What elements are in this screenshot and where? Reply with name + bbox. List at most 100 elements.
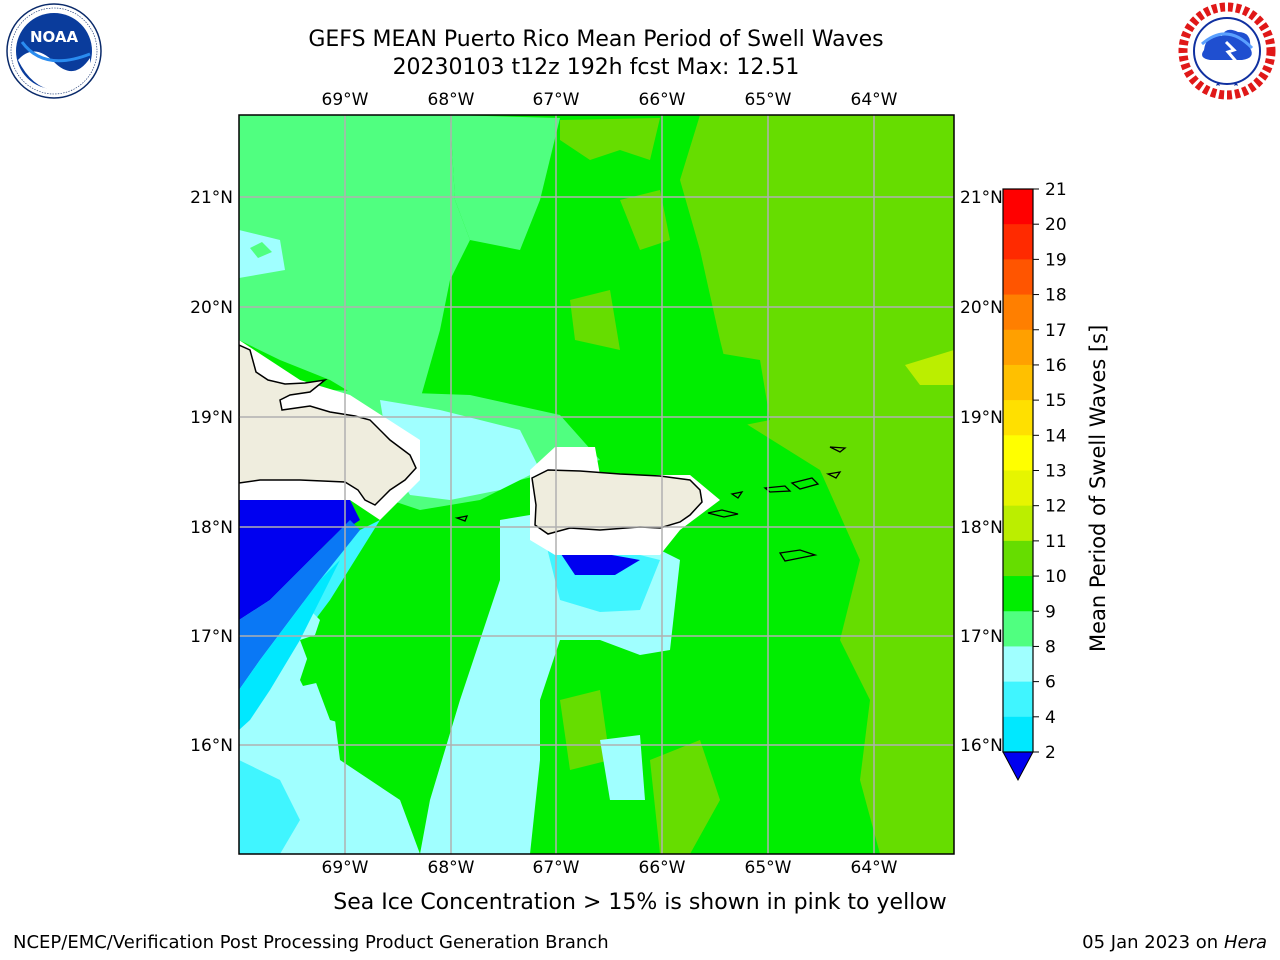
colorbar-segment	[1003, 470, 1033, 507]
colorbar-tick-label: 21	[1045, 180, 1067, 200]
colorbar-segment	[1003, 611, 1033, 647]
sea-ice-caption: Sea Ice Concentration > 15% is shown in …	[333, 890, 947, 915]
lon-label-bottom: 69°W	[322, 858, 369, 878]
contour-10s-nw	[239, 115, 470, 410]
contour-4s-sw	[239, 520, 360, 690]
contour-11s-sw	[300, 620, 440, 740]
contour-12s-south2	[650, 740, 720, 854]
contour-12s-patch	[620, 190, 670, 250]
footer-credit: NCEP/EMC/Verification Post Processing Pr…	[13, 932, 609, 953]
colorbar-tick-label: 13	[1045, 462, 1067, 482]
hispaniola-land	[239, 344, 417, 506]
lat-label-left: 21°N	[190, 188, 233, 208]
contour-10s-nw-spot	[250, 242, 272, 258]
chart-subtitle: 20230103 t12z 192h fcst Max: 12.51	[392, 55, 800, 80]
top-longitude-labels: 69°W 68°W 67°W 66°W 65°W 64°W	[322, 90, 898, 110]
colorbar-tick-label: 8	[1045, 637, 1056, 657]
lon-label-top: 69°W	[322, 90, 369, 110]
colorbar-tick-label: 6	[1045, 673, 1056, 693]
colorbar-tick-label: 20	[1045, 215, 1067, 235]
contour-11s-island	[700, 350, 770, 430]
footer-date: 05 Jan 2023 on Hera	[1082, 932, 1267, 953]
colorbar-tick-label: 15	[1045, 391, 1067, 411]
lat-label-right: 17°N	[960, 627, 1003, 647]
mona-island-land	[454, 515, 469, 522]
lon-label-top: 64°W	[851, 90, 898, 110]
puerto-rico-land	[531, 469, 703, 535]
lat-label-left: 16°N	[190, 736, 233, 756]
colorbar-segment	[1003, 646, 1033, 683]
colorbar-tick-label: 16	[1045, 356, 1067, 376]
colorbar-segment	[1003, 329, 1033, 366]
colorbar-tick-label: 2	[1045, 743, 1056, 763]
left-latitude-labels: 21°N 20°N 19°N 18°N 17°N 16°N	[190, 188, 233, 756]
colorbar-extend-triangle	[1002, 751, 1034, 782]
colorbar-tick-label: 14	[1045, 426, 1067, 446]
colorbar-segment	[1003, 576, 1033, 612]
colorbar-segment	[1003, 364, 1033, 401]
lon-label-top: 66°W	[639, 90, 686, 110]
contour-2s-sw	[239, 500, 360, 620]
bottom-longitude-labels: 69°W 68°W 67°W 66°W 65°W 64°W	[322, 858, 898, 878]
gridlines	[239, 115, 954, 854]
contour-12s-patch2	[570, 290, 620, 350]
colorbar-tick-label: 17	[1045, 321, 1067, 341]
noaa-logo-text: NOAA	[30, 28, 79, 46]
colorbar-segment	[1003, 505, 1033, 542]
colorbar-segment	[1003, 294, 1033, 331]
colorbar-segment	[1003, 400, 1033, 436]
colorbar-segment	[1003, 681, 1033, 718]
lon-label-top: 67°W	[533, 90, 580, 110]
noaa-logo-icon: NOAA	[6, 3, 102, 99]
colorbar-segment	[1003, 716, 1033, 753]
lat-label-left: 19°N	[190, 408, 233, 428]
colorbar-tick-label: 9	[1045, 602, 1056, 622]
lon-label-bottom: 65°W	[745, 858, 792, 878]
colorbar-tick-label: 12	[1045, 497, 1067, 517]
colorbar-tick-label: 10	[1045, 567, 1067, 587]
colorbar-tick-label: 18	[1045, 286, 1067, 306]
lon-label-bottom: 66°W	[639, 858, 686, 878]
contour-13s-east	[905, 350, 954, 385]
contour-12s-north	[560, 118, 660, 160]
map-frame	[238, 114, 955, 855]
colorbar-segment	[1003, 224, 1033, 260]
colorbar-tick-label: 4	[1045, 708, 1056, 728]
lon-label-top: 65°W	[745, 90, 792, 110]
lon-label-bottom: 64°W	[851, 858, 898, 878]
colorbar-tick-label: 19	[1045, 250, 1067, 270]
contour-8s-sw2	[239, 760, 300, 854]
lat-label-right: 21°N	[960, 188, 1003, 208]
colorbar-segment	[1003, 435, 1033, 471]
lat-label-right: 18°N	[960, 518, 1003, 538]
footer-date-text: 05 Jan 2023 on	[1082, 932, 1224, 953]
lat-label-right: 16°N	[960, 736, 1003, 756]
lat-label-left: 18°N	[190, 518, 233, 538]
colorbar-segment	[1003, 259, 1033, 296]
tortola-land	[790, 477, 820, 490]
culebra-land	[730, 491, 744, 499]
colorbar-segment	[1003, 540, 1033, 577]
contour-9s-south2	[600, 735, 645, 800]
contour-10s-n	[450, 115, 560, 250]
footer-host: Hera	[1223, 932, 1267, 953]
lat-label-left: 17°N	[190, 627, 233, 647]
vieques-land	[707, 509, 739, 518]
chart-title: GEFS MEAN Puerto Rico Mean Period of Swe…	[308, 27, 884, 52]
lat-label-right: 20°N	[960, 298, 1003, 318]
colorbar-segment	[1003, 189, 1033, 225]
lon-label-top: 68°W	[428, 90, 475, 110]
land-layer	[239, 344, 847, 562]
right-latitude-labels: 21°N 20°N 19°N 18°N 17°N 16°N	[960, 188, 1003, 756]
st-croix-land	[778, 549, 818, 562]
nws-logo-icon	[1178, 2, 1276, 100]
virgin-gorda-land	[825, 471, 842, 479]
colorbar: 21 20 19 18 17 16 15 14 13 12 11 10 9 8 6 4 2	[1002, 180, 1067, 782]
contour-12s-south	[560, 690, 610, 770]
contour-12s-east	[680, 115, 954, 854]
lon-label-bottom: 68°W	[428, 858, 475, 878]
anegada-land	[829, 446, 847, 453]
lat-label-right: 19°N	[960, 408, 1003, 428]
colorbar-tick-label: 11	[1045, 532, 1067, 552]
